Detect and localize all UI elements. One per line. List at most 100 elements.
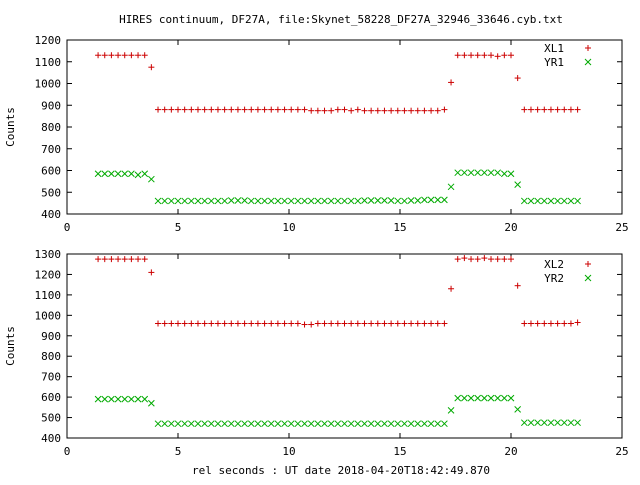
data-point: [114, 170, 122, 178]
data-point: [314, 107, 321, 114]
data-point: [241, 106, 248, 113]
data-point: [247, 197, 255, 205]
data-point: [494, 169, 502, 177]
data-point: [201, 106, 208, 113]
data-point: [254, 320, 261, 327]
data-point: [527, 197, 535, 205]
data-point: [567, 106, 574, 113]
data-point: [101, 395, 109, 403]
data-point: [481, 255, 488, 262]
data-point: [341, 197, 348, 205]
data-point: [101, 170, 109, 178]
data-point: [181, 197, 189, 205]
data-point: [294, 197, 302, 205]
data-point: [148, 399, 155, 407]
data-point: [554, 197, 561, 205]
data-point: [161, 106, 168, 113]
data-point: [421, 420, 428, 428]
x-axis-label: rel seconds : UT date 2018-04-20T18:42:4…: [192, 464, 490, 477]
data-point: [214, 420, 222, 428]
data-point: [467, 169, 475, 177]
data-point: [447, 183, 455, 191]
data-point: [167, 197, 175, 205]
data-point: [401, 197, 408, 205]
data-point: [508, 52, 514, 59]
data-point: [168, 106, 175, 113]
data-point: [474, 52, 481, 59]
data-point: [521, 106, 528, 113]
data-point: [327, 420, 335, 428]
data-point: [414, 320, 421, 327]
data-point: [187, 197, 195, 205]
data-point: [394, 420, 402, 428]
data-point: [174, 197, 182, 205]
data-point: [148, 269, 155, 276]
data-point: [387, 197, 395, 204]
data-point: [547, 197, 555, 205]
y-axis-label: Counts: [4, 107, 17, 147]
data-point: [488, 256, 495, 263]
data-point: [394, 320, 401, 327]
data-point: [207, 197, 215, 205]
data-point: [547, 106, 554, 113]
data-point: [354, 420, 362, 428]
legend-label: YR1: [544, 56, 564, 69]
data-point: [155, 106, 162, 113]
data-point: [254, 420, 262, 428]
data-point: [401, 320, 408, 327]
data-point: [520, 197, 528, 205]
data-point: [527, 106, 534, 113]
y-tick-label: 1300: [35, 248, 62, 261]
y-tick-label: 800: [41, 350, 61, 363]
data-point: [288, 320, 295, 327]
data-point: [454, 394, 462, 402]
data-point: [188, 106, 195, 113]
data-point: [267, 420, 275, 428]
data-point: [381, 420, 388, 428]
data-point: [221, 197, 228, 205]
y-tick-label: 1000: [35, 78, 62, 91]
series-YR1: [94, 169, 581, 205]
data-point: [481, 169, 488, 177]
y-tick-label: 400: [41, 208, 61, 221]
y-tick-label: 800: [41, 121, 61, 134]
legend-label: XL1: [544, 42, 564, 55]
data-point: [267, 197, 275, 205]
data-point: [314, 320, 321, 327]
data-point: [534, 197, 541, 205]
data-point: [468, 52, 475, 59]
data-point: [520, 419, 528, 427]
data-point: [414, 197, 422, 204]
data-point: [414, 107, 421, 114]
data-point: [487, 394, 495, 402]
data-point: [161, 320, 168, 327]
data-point: [454, 52, 461, 59]
data-point: [401, 420, 408, 428]
data-point: [448, 285, 455, 292]
data-point: [268, 106, 275, 113]
data-point: [441, 196, 448, 204]
series-YR2: [94, 394, 581, 428]
data-point: [540, 419, 548, 427]
data-point: [408, 320, 415, 327]
data-point: [101, 52, 108, 59]
data-point: [427, 420, 435, 428]
x-tick-label: 5: [175, 445, 182, 458]
data-point: [408, 107, 415, 114]
data-point: [194, 320, 201, 327]
data-point: [115, 256, 122, 263]
data-point: [274, 420, 282, 428]
data-point: [254, 106, 261, 113]
data-point: [108, 170, 115, 178]
data-point: [154, 420, 162, 428]
data-point: [128, 52, 135, 59]
data-point: [507, 394, 515, 402]
data-point: [554, 106, 561, 113]
data-point: [381, 197, 388, 204]
data-point: [434, 420, 442, 428]
data-point: [494, 53, 501, 60]
data-point: [108, 256, 115, 263]
data-point: [121, 52, 128, 59]
x-tick-label: 25: [615, 221, 628, 234]
data-point: [367, 420, 375, 428]
